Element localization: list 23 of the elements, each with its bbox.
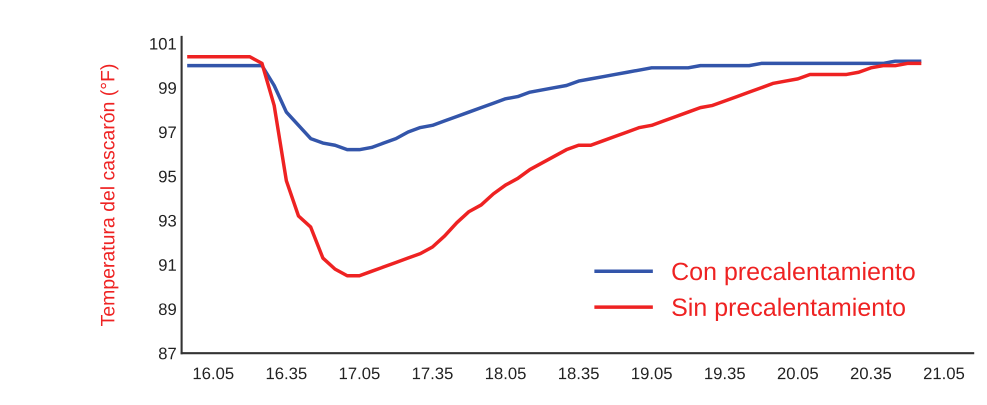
y-tick-label: 91 (158, 259, 176, 271)
x-tick-label: 21.05 (924, 367, 964, 380)
x-tick-label: 16.05 (194, 367, 234, 380)
y-tick-label: 101 (150, 38, 176, 50)
y-tick-label: 97 (158, 126, 176, 138)
x-tick-label: 16.35 (266, 367, 306, 380)
line-series (187, 59, 922, 152)
y-tick-label: 89 (158, 303, 176, 316)
x-tick-label: 18.05 (486, 367, 526, 380)
y-tick-label: 99 (158, 82, 176, 94)
x-tick-label: 20.05 (778, 367, 818, 380)
y-tick-label: 87 (158, 348, 176, 360)
legend-label: Con precalentamiento (672, 262, 915, 286)
legend-label: Sin precalentamiento (672, 298, 905, 322)
y-axis-title: Temperatura del cascarón (°F) (100, 64, 118, 326)
x-tick-label: 17.35 (412, 367, 453, 380)
x-tick-label: 19.05 (632, 367, 672, 380)
x-tick-label: 20.35 (850, 367, 892, 380)
x-tick-label: 18.35 (559, 367, 599, 380)
y-tick-label: 93 (158, 214, 176, 227)
x-tick-label: 19.35 (705, 367, 745, 380)
x-tick-label: 17.05 (340, 367, 380, 380)
y-tick-label: 95 (158, 170, 176, 182)
